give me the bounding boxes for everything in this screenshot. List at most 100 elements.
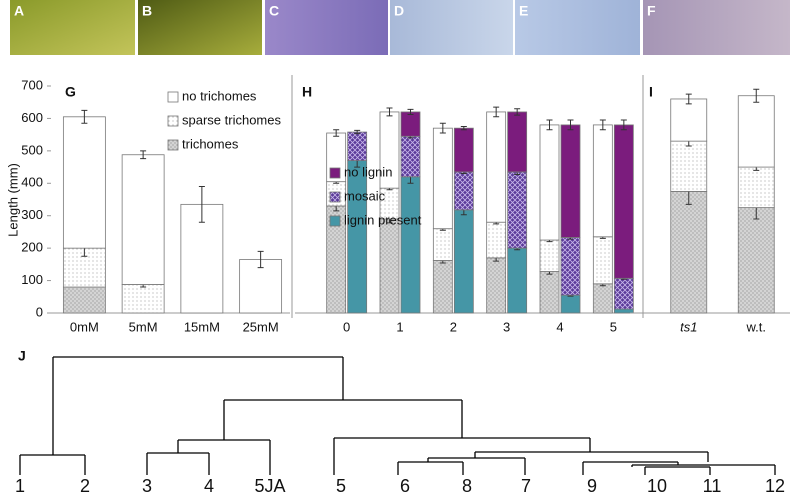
error-bar (198, 186, 205, 223)
dendrogram (19, 356, 776, 475)
x-tick-label: 0 (343, 319, 350, 334)
bar-segment (592, 283, 613, 314)
bar-segment (347, 131, 368, 161)
panel-label: J (18, 348, 26, 364)
error-bar (333, 129, 340, 137)
bar-segment (453, 171, 474, 211)
y-tick-label: 500 (21, 142, 43, 157)
error-bar (514, 108, 521, 116)
bar-segment (507, 247, 528, 314)
error-bar (460, 126, 467, 131)
image-label: D (394, 3, 404, 19)
image-label: E (519, 3, 528, 19)
legend-swatch (329, 167, 341, 179)
leaf-label: 8 (462, 476, 472, 496)
legend-label: mosaic (344, 188, 386, 203)
leaf-label: 7 (521, 476, 531, 496)
image-strip: A B C D E F (10, 0, 790, 55)
image-label: A (14, 3, 24, 19)
bar-segment (400, 135, 421, 178)
x-tick-label: 5 (610, 319, 617, 334)
legend-swatch (167, 139, 179, 151)
bar-segment (592, 236, 613, 285)
leaf-label: 5JA (254, 476, 285, 496)
bar-segment (486, 257, 507, 314)
bar-segment (121, 154, 165, 285)
image-label: B (142, 3, 152, 19)
error-bar (407, 108, 414, 116)
legend-swatch (167, 115, 179, 127)
legend-label: lignin present (344, 212, 422, 227)
bar-segment (670, 190, 708, 314)
x-tick-label: 3 (503, 319, 510, 334)
error-bar (257, 250, 264, 269)
y-tick-label: 400 (21, 175, 43, 190)
legend-swatch (167, 91, 179, 103)
bar-segment (453, 209, 474, 314)
bar-segment (400, 111, 421, 137)
y-axis-label: Length (mm) (5, 163, 20, 237)
bar-segment (507, 111, 528, 173)
leaf-label: 6 (400, 476, 410, 496)
error-bar (386, 107, 393, 117)
photo (10, 0, 135, 55)
leaf-label: 9 (587, 476, 597, 496)
error-bar (354, 129, 361, 135)
bar-segment (613, 277, 634, 310)
bar-segment (539, 124, 560, 241)
bar-segment (613, 308, 634, 314)
bar-segment (670, 140, 708, 192)
error-bar (599, 119, 606, 131)
leaf-label: 4 (204, 476, 214, 496)
x-tick-label: 1 (396, 319, 403, 334)
bar-segment (486, 111, 507, 223)
bar-segment (737, 95, 775, 168)
bar-segment (62, 286, 106, 314)
x-tick-label: 4 (556, 319, 563, 334)
bar-segment (453, 127, 474, 173)
legend-label: no trichomes (182, 88, 257, 103)
panel-label: I (649, 84, 653, 100)
bar-segment (62, 116, 106, 249)
y-tick-label: 200 (21, 240, 43, 255)
leaf-label: 11 (703, 476, 722, 496)
bar-segment (432, 127, 453, 230)
x-tick-label: 2 (450, 319, 457, 334)
bar-segment (670, 98, 708, 142)
bar-segment (432, 260, 453, 314)
legend-label: trichomes (182, 136, 239, 151)
bar-segment (560, 124, 581, 238)
photo (643, 0, 790, 55)
legend-label: no lignin (344, 164, 392, 179)
bar-segment (737, 207, 775, 314)
leaf-label: 5 (336, 476, 346, 496)
y-tick-label: 100 (21, 272, 43, 287)
x-tick-label: ts1 (680, 319, 697, 334)
photo (515, 0, 640, 55)
bar-segment (539, 271, 560, 314)
bar-segment (121, 284, 165, 314)
image-label: F (647, 3, 656, 19)
bar-segment (560, 237, 581, 296)
bar-segment (347, 160, 368, 314)
x-tick-label: 25mM (243, 319, 279, 334)
bar-segment (539, 239, 560, 272)
error-bar (546, 119, 553, 131)
bar-segment (507, 171, 528, 249)
photo (390, 0, 513, 55)
bar-segment (613, 124, 634, 279)
bar-segment (592, 124, 613, 238)
error-bar (493, 106, 500, 118)
bar-segment (432, 228, 453, 261)
legend-swatch (329, 215, 341, 227)
error-bar (567, 119, 574, 131)
error-bar (685, 93, 692, 105)
image-label: C (269, 3, 279, 19)
x-tick-label: 5mM (129, 319, 158, 334)
bar-segment (560, 294, 581, 314)
legend-label: sparse trichomes (182, 112, 281, 127)
bar-segment (737, 166, 775, 209)
error-bar (81, 109, 88, 124)
panel-label: G (65, 84, 76, 100)
